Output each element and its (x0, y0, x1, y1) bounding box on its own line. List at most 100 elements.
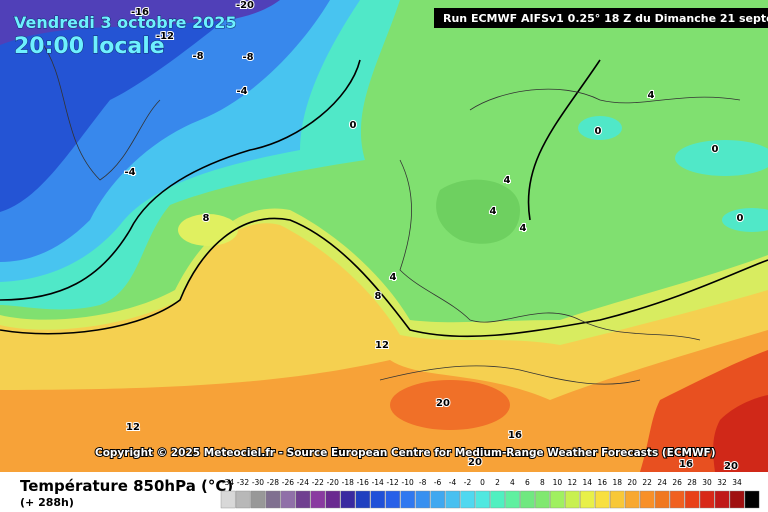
contour-label: 4 (490, 206, 497, 217)
color-swatch (490, 490, 505, 509)
map-hot-zone (713, 395, 768, 472)
scale-label: -30 (252, 478, 264, 487)
contour-line (0, 217, 768, 338)
color-swatch (385, 490, 401, 509)
coastline (399, 159, 701, 341)
color-swatch (729, 490, 745, 509)
scale-label: -24 (297, 478, 309, 487)
contour-label: 0 (737, 213, 744, 224)
contour-label: 12 (126, 422, 140, 433)
map (0, 0, 768, 472)
contour-label: 20 (436, 398, 450, 409)
contour-label: 8 (375, 291, 382, 302)
scale-label: 22 (642, 478, 652, 487)
contour-label: 4 (648, 90, 655, 101)
color-swatch (595, 490, 610, 509)
coastline (39, 39, 161, 181)
scale-label: 30 (702, 478, 712, 487)
scale-label: 4 (510, 478, 515, 487)
color-swatch (535, 490, 550, 509)
contour-label: -20 (236, 0, 254, 11)
map-cold-pocket (675, 140, 768, 176)
scale-label: -2 (464, 478, 472, 487)
contour-label: 20 (468, 457, 482, 468)
color-swatch (400, 490, 416, 509)
contour-label: 0 (712, 144, 719, 155)
color-swatch (295, 490, 311, 509)
copyright: Copyright © 2025 Meteociel.fr - Source E… (95, 447, 716, 459)
scale-label: -28 (267, 478, 279, 487)
contour-line (527, 59, 601, 221)
scale-label: -12 (387, 478, 399, 487)
color-swatch (624, 490, 640, 509)
color-swatch (370, 490, 386, 509)
map-purple-zone (0, 0, 280, 45)
scale-label: 14 (583, 478, 593, 487)
scale-label: 8 (540, 478, 545, 487)
color-swatch (520, 490, 535, 509)
scale-label: 12 (568, 478, 578, 487)
color-swatch (565, 490, 580, 509)
scale-label: -16 (357, 478, 369, 487)
scale-label: -8 (419, 478, 427, 487)
color-swatch (699, 490, 715, 509)
scale-label: 32 (717, 478, 727, 487)
legend-title: Température 850hPa (°C) (20, 477, 233, 495)
scale-label: -10 (402, 478, 414, 487)
color-swatch (310, 490, 326, 509)
color-swatch (654, 490, 670, 509)
contour-label: -16 (131, 7, 149, 18)
scale-label: 16 (597, 478, 607, 487)
contour-label: 0 (350, 120, 357, 131)
contour-label: 12 (375, 340, 389, 351)
map-cold-pocket (578, 116, 622, 140)
scale-label: -32 (237, 478, 249, 487)
color-swatch (475, 490, 490, 509)
scale-label: -34 (222, 478, 234, 487)
color-swatch (355, 490, 371, 509)
coastline (379, 365, 641, 385)
scale-label: 28 (687, 478, 697, 487)
scale-label: 34 (732, 478, 742, 487)
color-swatch (669, 490, 685, 509)
scale-label: 2 (495, 478, 500, 487)
scale-label: -22 (312, 478, 324, 487)
contour-label: 16 (508, 430, 522, 441)
contour-label: -8 (192, 51, 203, 62)
scale-label: -20 (327, 478, 339, 487)
color-swatch (684, 490, 700, 509)
color-swatch (325, 490, 341, 509)
scale-label: -6 (434, 478, 442, 487)
map-cold-pocket (722, 208, 768, 232)
scale-label: 26 (672, 478, 682, 487)
color-swatch (235, 490, 251, 509)
color-scale: -34 -32 -30 -28 -26 -24 -22 -20 -18 -16 -14 -12 -10-… (220, 478, 760, 509)
scale-label: 18 (612, 478, 622, 487)
color-swatch (430, 490, 445, 509)
forecast-time: 20:00 locale (14, 34, 165, 59)
color-swatch (415, 490, 430, 509)
contour-label: 4 (520, 223, 527, 234)
contour-label: 0 (595, 126, 602, 137)
color-swatch (250, 490, 266, 509)
scale-label: -26 (282, 478, 294, 487)
map-green-patch (436, 179, 520, 244)
color-swatch (639, 490, 655, 509)
color-swatch (714, 490, 730, 509)
color-swatch (580, 490, 595, 509)
scale-label: -14 (372, 478, 384, 487)
scale-label: -4 (449, 478, 457, 487)
contour-label: -12 (156, 31, 174, 42)
forecast-date: Vendredi 3 octobre 2025 (14, 13, 237, 32)
coastline (469, 88, 741, 111)
contour-label: 4 (504, 175, 511, 186)
scale-label: 6 (525, 478, 530, 487)
contour-label: 4 (390, 272, 397, 283)
color-swatch (460, 490, 475, 509)
color-swatch (505, 490, 520, 509)
map-darkblue-zone (0, 0, 250, 212)
contour-label: -4 (124, 167, 135, 178)
contour-label: 20 (724, 461, 738, 472)
